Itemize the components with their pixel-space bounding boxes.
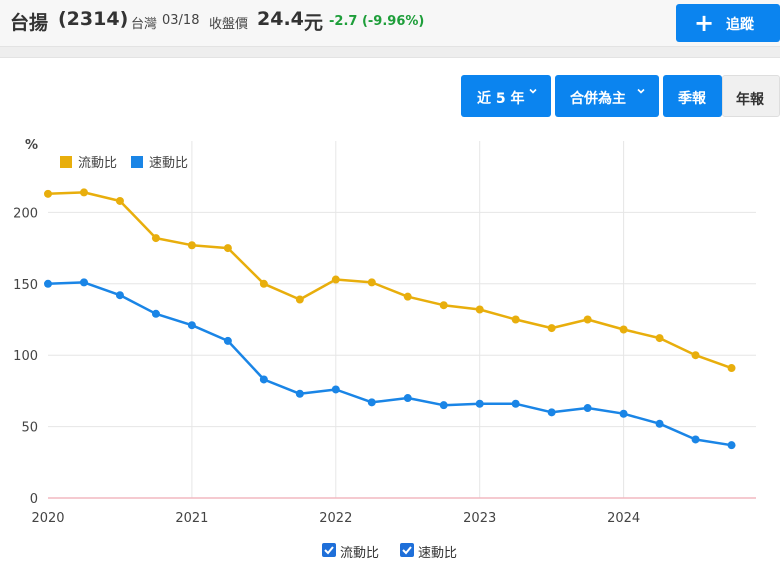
x-tick-label: 2022 — [319, 511, 352, 526]
follow-button[interactable]: + 追蹤 — [676, 4, 780, 42]
y-tick-label: 150 — [13, 278, 38, 293]
current-ratio-data-point — [619, 325, 628, 334]
current-ratio-data-point — [331, 275, 340, 284]
current-ratio-data-point — [79, 188, 88, 197]
current-ratio-data-point — [655, 334, 664, 343]
quick-ratio-data-point — [187, 321, 196, 330]
current-ratio-checkbox[interactable] — [322, 543, 336, 557]
current-ratio-data-point — [583, 315, 592, 324]
current-ratio-data-point — [403, 292, 412, 301]
current-ratio-data-point — [475, 305, 484, 314]
current-ratio-data-point — [367, 278, 376, 287]
period-dropdown[interactable]: 近 5 年 — [461, 75, 551, 117]
legend-swatch-current-ratio — [60, 156, 72, 168]
y-axis-unit-label: % — [25, 138, 38, 153]
legend-label-current-ratio: 流動比 — [78, 156, 118, 171]
tab-annual[interactable]: 年報 — [722, 75, 780, 117]
x-tick-label: 2023 — [463, 511, 496, 526]
current-ratio-data-point — [727, 364, 736, 373]
check-icon — [324, 546, 334, 555]
market-label: 台灣 — [131, 17, 158, 32]
current-ratio-data-point — [187, 241, 196, 250]
period-dropdown-label: 近 5 年 — [477, 91, 525, 107]
quick-ratio-data-point — [619, 409, 628, 418]
current-ratio-data-point — [691, 351, 700, 360]
quick-ratio-toggle-label[interactable]: 速動比 — [418, 546, 458, 561]
quick-ratio-data-point — [151, 309, 160, 318]
quick-ratio-data-point — [655, 419, 664, 428]
tab-quarterly[interactable]: 季報 — [663, 75, 722, 117]
y-tick-label: 0 — [30, 492, 38, 507]
quick-ratio-data-point — [691, 435, 700, 444]
stock-id: (2314) — [58, 8, 129, 30]
quick-ratio-data-point — [259, 375, 268, 384]
close-price: 24.4 — [257, 8, 304, 30]
quick-ratio-data-point — [511, 399, 520, 408]
quick-ratio-data-point — [439, 401, 448, 410]
y-tick-label: 100 — [13, 349, 38, 364]
legend-label-quick-ratio: 速動比 — [149, 156, 189, 171]
consolidation-dropdown[interactable]: 合併為主 — [555, 75, 659, 117]
current-ratio-data-point — [295, 295, 304, 304]
quick-ratio-checkbox[interactable] — [400, 543, 414, 557]
quick-ratio-data-point — [223, 336, 232, 345]
check-icon — [402, 546, 412, 555]
current-ratio-data-point — [547, 324, 556, 333]
current-ratio-data-point — [511, 315, 520, 324]
quick-ratio-series-line — [47, 281, 732, 447]
legend-swatch-quick-ratio — [131, 156, 143, 168]
quick-ratio-data-point — [44, 279, 52, 288]
quick-ratio-data-point — [367, 398, 376, 407]
y-tick-label: 200 — [13, 206, 38, 221]
stock-header: 台揚 (2314) 台灣 03/18 收盤價 24.4 元 -2.7 (-9.9… — [0, 0, 780, 47]
quick-ratio-data-point — [727, 441, 736, 450]
quick-ratio-data-point — [547, 408, 556, 417]
tab-annual-label: 年報 — [736, 92, 764, 108]
x-tick-label: 2021 — [175, 511, 208, 526]
quick-ratio-data-point — [115, 291, 124, 300]
plus-icon: + — [694, 9, 715, 37]
quick-ratio-data-point — [475, 399, 484, 408]
chevron-down-icon — [637, 88, 645, 94]
consolidation-dropdown-label: 合併為主 — [570, 91, 626, 107]
quick-ratio-data-point — [331, 385, 340, 394]
current-ratio-data-point — [151, 234, 160, 243]
y-tick-label: 50 — [21, 421, 38, 436]
quick-ratio-data-point — [79, 278, 88, 287]
current-ratio-data-point — [223, 244, 232, 253]
current-ratio-data-point — [259, 279, 268, 288]
follow-button-label: 追蹤 — [726, 17, 754, 33]
x-tick-label: 2020 — [31, 511, 64, 526]
section-divider — [0, 47, 780, 58]
quick-ratio-data-point — [295, 389, 304, 398]
price-change: -2.7 (-9.96%) — [329, 14, 425, 29]
price-unit: 元 — [304, 12, 324, 34]
stock-name: 台揚 — [10, 12, 49, 34]
quote-date: 03/18 — [162, 13, 200, 28]
ratio-line-chart: 0 50 100 150 200% 2020 2021 2022 2023 2024 — [13, 138, 756, 526]
close-price-label: 收盤價 — [209, 17, 249, 32]
current-ratio-series-line — [47, 191, 732, 370]
current-ratio-toggle-label[interactable]: 流動比 — [340, 546, 380, 561]
current-ratio-data-point — [44, 189, 52, 198]
current-ratio-data-point — [439, 301, 448, 310]
current-ratio-data-point — [115, 196, 124, 205]
chevron-down-icon — [529, 88, 537, 94]
quick-ratio-data-point — [403, 394, 412, 403]
quick-ratio-data-point — [583, 404, 592, 413]
tab-quarterly-label: 季報 — [678, 91, 706, 107]
x-tick-label: 2024 — [607, 511, 640, 526]
